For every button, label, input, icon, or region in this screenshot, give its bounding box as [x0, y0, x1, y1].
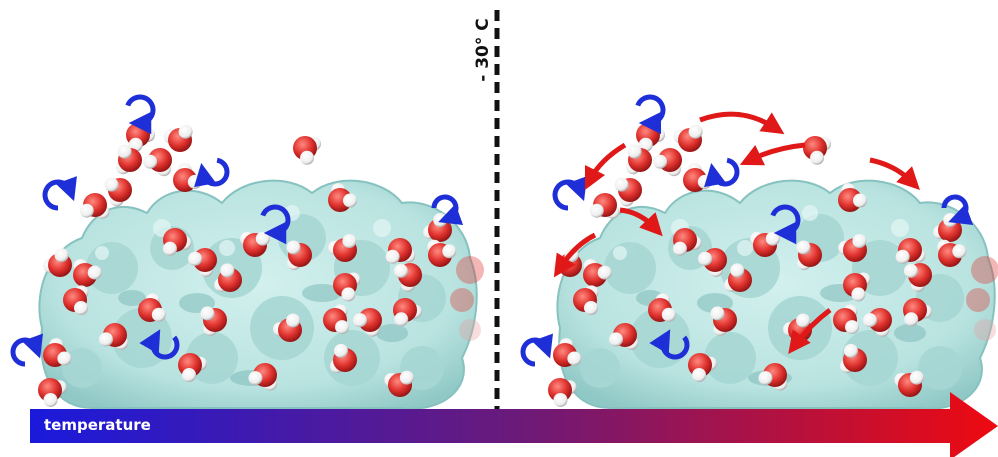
water-molecule	[126, 123, 155, 152]
water-molecule	[673, 124, 703, 152]
water-molecule	[583, 259, 612, 287]
water-molecule	[43, 248, 72, 277]
water-molecule	[894, 370, 924, 397]
water-molecule	[214, 263, 242, 292]
water-molecule	[79, 193, 110, 219]
water-molecule	[116, 144, 142, 175]
water-molecule	[162, 228, 192, 256]
diffusion-arrow-icon	[619, 207, 663, 237]
rotation-icon	[431, 194, 464, 226]
water-molecule	[286, 240, 312, 271]
water-molecule	[863, 308, 892, 337]
water-molecule	[273, 313, 302, 342]
water-molecule	[648, 293, 676, 322]
water-molecule	[698, 248, 727, 277]
water-molecule	[553, 338, 582, 367]
water-molecule	[589, 193, 620, 219]
water-molecule	[626, 144, 652, 175]
water-molecule	[104, 177, 132, 207]
water-molecule	[330, 343, 357, 374]
water-molecule	[553, 248, 582, 277]
water-molecule	[609, 323, 639, 350]
water-molecule	[188, 248, 217, 277]
water-molecule	[573, 285, 599, 316]
water-molecule	[833, 304, 860, 335]
water-molecule	[903, 263, 932, 292]
water-molecule	[614, 177, 642, 207]
rotation-icon	[260, 204, 291, 245]
diffusion-arrow-icon	[699, 111, 785, 135]
diffusion-arrow-icon	[584, 142, 627, 191]
water-molecule	[840, 343, 867, 374]
rotation-icon	[704, 157, 740, 188]
water-molecule	[903, 298, 932, 327]
water-molecule	[796, 240, 822, 271]
water-molecule	[99, 323, 129, 350]
water-molecule	[173, 163, 202, 192]
water-molecule	[937, 239, 967, 267]
water-molecule	[333, 272, 361, 302]
threshold-label: - 30° C	[473, 18, 493, 82]
water-molecule	[548, 378, 577, 407]
water-molecule	[328, 183, 357, 212]
water-molecule	[683, 163, 712, 192]
water-molecule	[353, 308, 382, 337]
water-molecule	[200, 306, 227, 336]
diffusion-arrows	[553, 111, 920, 354]
rotation-icon	[194, 157, 230, 188]
rotation-icon	[10, 333, 43, 367]
water-molecule	[385, 238, 416, 264]
water-molecule	[427, 239, 457, 267]
water-molecule	[43, 338, 72, 367]
water-molecule	[248, 363, 278, 391]
water-molecule	[323, 304, 350, 335]
diffusion-arrow-icon	[739, 142, 806, 166]
water-molecule	[138, 293, 166, 322]
rotation-icon	[649, 329, 690, 360]
water-molecule	[838, 234, 867, 262]
water-molecule	[73, 259, 102, 287]
diffusion-arrow-icon	[788, 308, 832, 354]
water-molecule	[163, 124, 193, 152]
rotation-icon	[941, 194, 974, 226]
rotation-icon	[139, 329, 180, 360]
water-molecule	[838, 183, 867, 212]
water-molecule	[688, 353, 717, 382]
water-molecule	[803, 136, 832, 165]
faded-molecules-right	[966, 256, 998, 341]
water-molecule	[672, 228, 702, 256]
water-molecule	[63, 285, 89, 316]
rotation-arrows	[10, 94, 974, 367]
water-molecule	[38, 378, 67, 407]
water-molecule	[393, 298, 422, 327]
rotation-icon	[635, 94, 666, 135]
water-molecule	[636, 123, 665, 152]
rotation-icon	[552, 176, 587, 211]
rotation-icon	[42, 176, 77, 211]
water-molecule	[710, 306, 737, 336]
rotation-icon	[520, 333, 553, 367]
water-molecule	[843, 272, 871, 302]
rotation-icon	[770, 204, 801, 245]
faded-molecules-left	[450, 256, 484, 341]
water-molecule	[384, 370, 414, 397]
water-molecule	[393, 263, 422, 292]
temperature-label: temperature	[44, 416, 151, 434]
temperature-arrow	[30, 392, 998, 457]
water-molecule	[895, 238, 926, 264]
diffusion-arrow-icon	[869, 157, 920, 190]
water-molecule	[143, 148, 172, 177]
water-molecule	[293, 136, 322, 165]
diffusion-arrow-icon	[553, 232, 597, 278]
water-molecule	[750, 231, 780, 257]
water-molecule	[178, 353, 207, 382]
water-molecule	[758, 363, 788, 391]
rotation-icon	[125, 94, 156, 135]
water-molecule	[724, 263, 752, 292]
water-molecule	[653, 148, 682, 177]
water-molecule	[328, 234, 357, 262]
